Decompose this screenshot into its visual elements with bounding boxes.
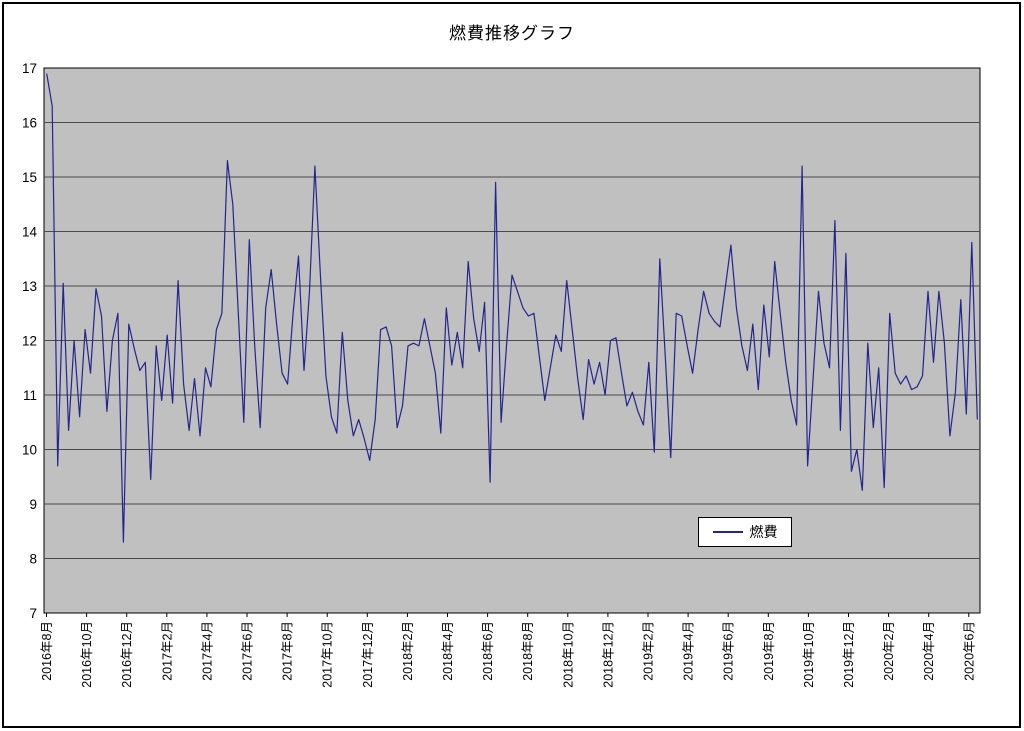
- legend: 燃費: [698, 517, 792, 547]
- x-axis-label: 2019年6月: [722, 621, 736, 681]
- x-axis-label: 2018年10月: [561, 621, 575, 688]
- x-axis-label: 2017年2月: [160, 621, 174, 681]
- y-axis-label-13: 13: [22, 279, 37, 294]
- x-axis-label: 2016年10月: [80, 621, 94, 688]
- y-axis-label-16: 16: [22, 116, 37, 131]
- series-line-燃費: [46, 73, 978, 543]
- x-axis-label: 2020年6月: [962, 621, 976, 681]
- x-axis-label: 2019年2月: [642, 621, 656, 681]
- x-axis-label: 2016年8月: [40, 621, 54, 681]
- legend-line-sample: [712, 531, 743, 533]
- x-axis-label: 2016年12月: [120, 621, 134, 688]
- y-axis-label-10: 10: [22, 443, 37, 458]
- x-axis-label: 2017年6月: [241, 621, 255, 681]
- x-axis-label: 2020年4月: [922, 621, 936, 681]
- x-axis-label: 2017年4月: [200, 621, 214, 681]
- y-axis-label-9: 9: [29, 497, 37, 512]
- x-axis-label: 2017年12月: [361, 621, 375, 688]
- x-axis-label: 2019年4月: [682, 621, 696, 681]
- x-axis-label: 2018年2月: [401, 621, 415, 681]
- x-axis-label: 2017年10月: [321, 621, 335, 688]
- y-axis-label-8: 8: [29, 552, 37, 567]
- y-axis-label-12: 12: [22, 334, 37, 349]
- x-axis-label: 2018年4月: [441, 621, 455, 681]
- x-axis-label: 2018年8月: [521, 621, 535, 681]
- y-axis-label-17: 17: [22, 61, 37, 76]
- x-axis-label: 2018年6月: [481, 621, 495, 681]
- y-axis-label-15: 15: [22, 170, 37, 185]
- chart-title: 燃費推移グラフ: [449, 24, 575, 43]
- x-axis-label: 2019年8月: [762, 621, 776, 681]
- y-axis-label-7: 7: [29, 606, 37, 621]
- y-axis-label-14: 14: [22, 225, 38, 240]
- x-axis-label: 2019年12月: [842, 621, 856, 688]
- legend-series-label: 燃費: [749, 524, 778, 540]
- x-axis-label: 2017年8月: [281, 621, 295, 681]
- x-axis-label: 2018年12月: [601, 621, 615, 688]
- x-axis-label: 2019年10月: [802, 621, 816, 688]
- y-axis-label-11: 11: [23, 388, 37, 403]
- x-axis-label: 2020年2月: [882, 621, 896, 681]
